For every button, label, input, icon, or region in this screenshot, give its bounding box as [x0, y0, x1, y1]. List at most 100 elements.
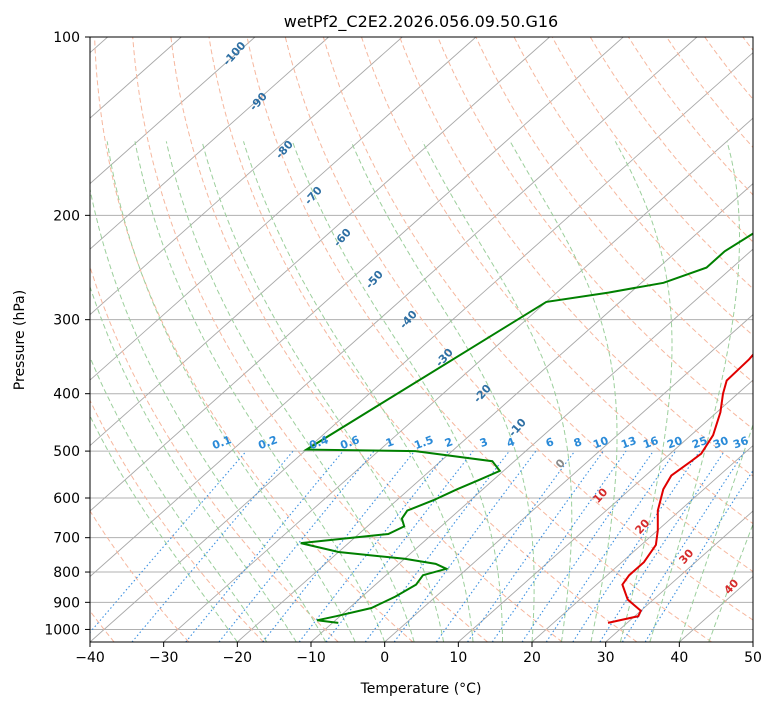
dry-adiabat — [513, 37, 753, 337]
isotherm-30 — [605, 510, 753, 642]
mixing-ratio-line — [599, 450, 725, 642]
mixing-ratio-label: 3 — [478, 435, 490, 450]
temperature-profile — [607, 353, 753, 624]
isotherm-10 — [458, 379, 753, 642]
y-tick-label: 600 — [53, 491, 80, 507]
plot-area: -100-90-80-70-60-50-40-30-20-100.1 0.2 0.4… — [90, 37, 753, 642]
mixing-ratio-label: 30 — [711, 434, 730, 452]
moist-adiabat — [201, 141, 445, 642]
dry-adiabat — [551, 37, 753, 290]
moist-adiabat — [509, 141, 618, 642]
moist-adiabat — [350, 141, 535, 642]
moist-adiabat — [90, 186, 327, 642]
mixing-ratio-line — [262, 450, 416, 642]
mixing-ratio-label: 25 — [690, 434, 709, 451]
mixing-ratio-line — [467, 450, 604, 642]
mixing-ratio-line — [521, 450, 654, 642]
y-tick-label: 300 — [53, 313, 80, 329]
isotherm--50 — [90, 37, 698, 578]
mixing-ratio-label: 0.1 — [210, 433, 233, 452]
moist-adiabat — [90, 285, 297, 642]
mixing-ratio-line — [185, 450, 344, 642]
mixing-ratio-line — [621, 450, 746, 642]
x-tick-label: −40 — [75, 650, 105, 666]
plot-frame — [89, 36, 754, 643]
axes: −40 −30 −20 −10 0 10 20 30 40 5010020030040050060… — [44, 30, 762, 666]
mixing-ratio-line — [218, 450, 375, 642]
mixing-ratio-label: 4 — [505, 435, 517, 450]
y-tick-label: 800 — [53, 565, 80, 581]
mixing-ratio-label: 0.4 — [307, 433, 330, 452]
mixing-ratio-label: 8 — [572, 435, 584, 450]
moist-adiabat — [106, 141, 356, 642]
x-axis-label: Temperature (°C) — [360, 681, 482, 697]
mixing-ratio-line — [325, 450, 474, 642]
moist-adiabat — [165, 141, 415, 642]
mixing-ratio-label: 36 — [731, 434, 750, 452]
isotherm--110 — [90, 37, 256, 185]
moist-adiabat — [134, 141, 386, 642]
moist-adiabat — [243, 141, 474, 642]
mixing-ratio-label: 1.5 — [412, 433, 435, 452]
moist-adiabat — [90, 414, 238, 642]
dry-adiabat — [284, 37, 753, 621]
y-tick-label: 200 — [53, 208, 80, 224]
y-tick-label: 1000 — [44, 622, 80, 638]
mixing-ratio-label: 16 — [641, 434, 660, 452]
dry-adiabat — [208, 37, 638, 642]
y-axis-label: Pressure (hPa) — [12, 290, 28, 390]
x-tick-label: 20 — [523, 650, 541, 666]
dry-adiabat — [132, 37, 488, 642]
moist-adiabat — [422, 141, 573, 642]
mixing-ratio-line — [545, 450, 676, 642]
x-tick-label: 50 — [744, 650, 762, 666]
x-tick-label: 40 — [670, 650, 688, 666]
mixing-ratio-label: 6 — [544, 435, 556, 450]
isotherm--70 — [90, 37, 550, 447]
mixing-ratio-label: 2 — [443, 435, 455, 450]
dry-adiabat — [246, 37, 712, 642]
mixing-ratio-line — [572, 450, 701, 642]
isotherm--60 — [90, 37, 624, 512]
dry-adiabat — [90, 399, 264, 642]
isotherm--80 — [90, 37, 477, 381]
dry-adiabat — [170, 37, 563, 642]
isotherm-20 — [531, 444, 753, 642]
dry-adiabat — [437, 37, 753, 430]
isotherm--90 — [90, 37, 403, 316]
mixing-ratio-line — [364, 450, 510, 642]
chart-title: wetPf2_C2E2.2026.056.09.50.G16 — [284, 12, 558, 32]
mixing-ratio-label: 1 — [384, 435, 396, 450]
mixing-ratio-line — [131, 450, 294, 642]
y-tick-label: 400 — [53, 387, 80, 403]
dry-adiabat — [399, 37, 753, 477]
y-tick-label: 500 — [53, 444, 80, 460]
isotherm--100 — [90, 37, 329, 250]
dewpoint-profile — [300, 232, 753, 624]
x-tick-label: 0 — [380, 650, 389, 666]
moist-adiabat — [678, 423, 753, 642]
dry-adiabat — [322, 37, 753, 573]
mixing-ratio-line — [393, 450, 537, 642]
isotherm--20 — [237, 183, 753, 642]
mixing-ratio-label: 10 — [591, 434, 610, 452]
moist-adiabat — [90, 355, 268, 642]
y-tick-label: 700 — [53, 531, 80, 547]
y-tick-label: 900 — [53, 595, 80, 611]
moist-adiabat — [649, 141, 740, 642]
y-tick-label: 100 — [53, 30, 80, 46]
mixing-ratio-label: 13 — [619, 434, 638, 451]
x-tick-label: −10 — [296, 650, 326, 666]
x-tick-label: 10 — [449, 650, 467, 666]
mixing-ratio-label: 0.6 — [338, 433, 361, 452]
mixing-ratio-line — [435, 450, 576, 642]
mixing-ratio-line — [491, 450, 627, 642]
isotherm--30 — [163, 117, 753, 642]
isotherm-0 — [384, 313, 753, 642]
moist-adiabat — [291, 141, 503, 642]
x-tick-label: −30 — [149, 650, 179, 666]
mixing-ratio-label: 0.2 — [256, 433, 279, 452]
mixing-ratio-label: 20 — [665, 434, 684, 452]
